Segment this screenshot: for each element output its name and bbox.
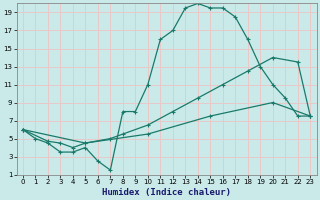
X-axis label: Humidex (Indice chaleur): Humidex (Indice chaleur) bbox=[102, 188, 231, 197]
